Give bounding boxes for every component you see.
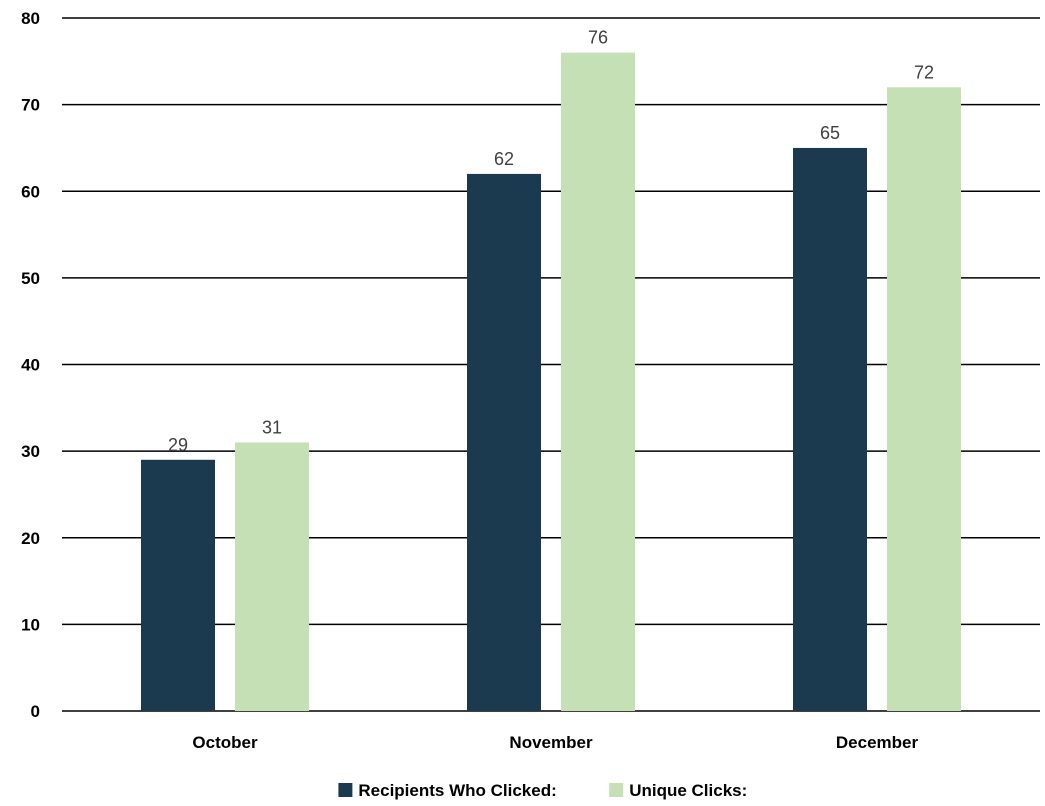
bar-november-series-0	[467, 173, 541, 712]
legend-swatch-series-1	[609, 783, 624, 797]
x-category-label-november: November	[509, 733, 593, 752]
gridlines	[62, 17, 1040, 712]
y-tick-label-30: 30	[21, 442, 40, 461]
y-axis-ticks: 0 10 20 30 40 50 60 70 80	[21, 9, 40, 721]
y-tick-label-60: 60	[21, 182, 40, 201]
y-tick-label-80: 80	[21, 9, 40, 28]
x-category-label-october: October	[192, 733, 258, 752]
legend: Recipients Who Clicked: Unique Clicks:	[338, 781, 747, 800]
y-tick-label-20: 20	[21, 529, 40, 548]
data-label-november-series-1: 76	[588, 28, 608, 48]
y-tick-label-40: 40	[21, 356, 40, 375]
x-axis-categories: October November December	[192, 733, 918, 752]
bar-october-series-0	[141, 459, 215, 711]
data-label-october-series-1: 31	[262, 417, 282, 437]
bar-december-series-0	[793, 147, 867, 711]
bar-december-series-1	[887, 87, 961, 712]
legend-label-series-1: Unique Clicks:	[629, 781, 747, 800]
data-label-december-series-0: 65	[820, 123, 840, 143]
legend-swatch-series-0	[338, 783, 353, 797]
data-labels: 29 31 62 76 65 72	[168, 28, 934, 455]
data-label-december-series-1: 72	[914, 62, 934, 82]
data-label-november-series-0: 62	[494, 149, 514, 169]
y-tick-label-50: 50	[21, 269, 40, 288]
bars	[141, 52, 961, 712]
y-tick-label-70: 70	[21, 96, 40, 115]
y-tick-label-10: 10	[21, 615, 40, 634]
bar-november-series-1	[561, 52, 635, 711]
y-tick-label-0: 0	[31, 702, 40, 721]
x-category-label-december: December	[836, 733, 919, 752]
data-label-october-series-0: 29	[168, 435, 188, 455]
legend-label-series-0: Recipients Who Clicked:	[358, 781, 556, 800]
bar-october-series-1	[235, 442, 309, 711]
